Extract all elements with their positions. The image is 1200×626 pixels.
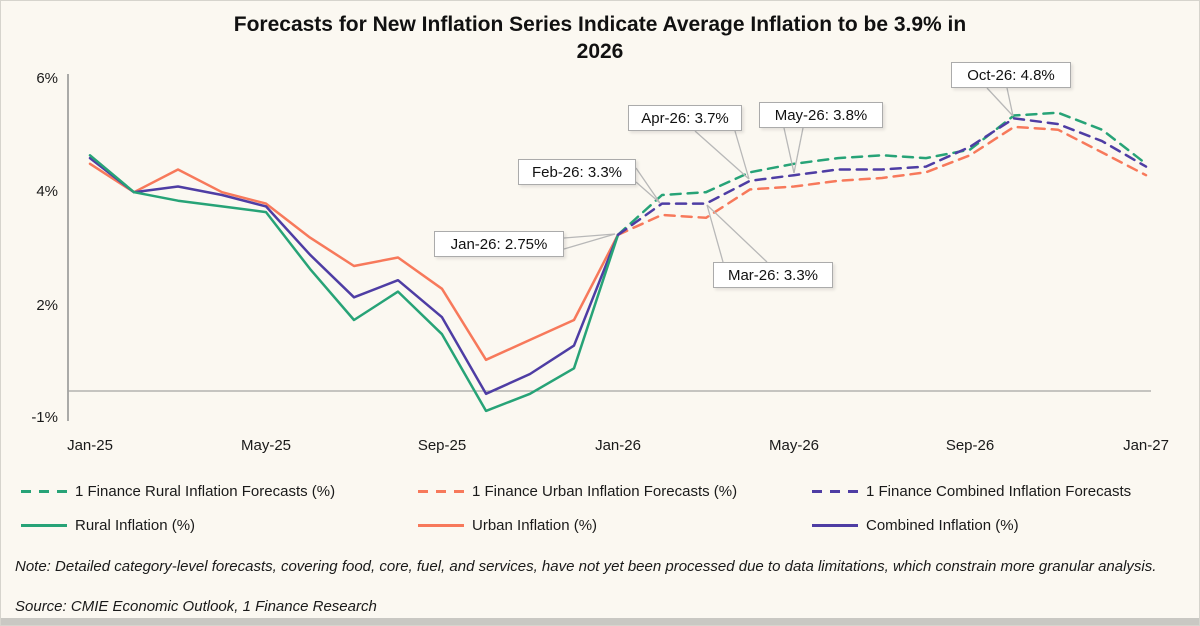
legend-label: 1 Finance Urban Inflation Forecasts (%) [472, 482, 738, 500]
x-tick-label: Sep-26 [946, 437, 994, 454]
dashed-line-swatch [21, 489, 67, 493]
annotation-leader-line [635, 167, 661, 204]
chart-title-line2: 2026 [576, 40, 624, 63]
annotation-callout: Jan-26: 2.75% [434, 231, 564, 257]
x-tick-label: Jan-27 [1123, 437, 1169, 454]
annotation-callout: Feb-26: 3.3% [518, 159, 636, 185]
annotation-leader-line [783, 127, 795, 174]
legend-label: 1 Finance Combined Inflation Forecasts [866, 482, 1132, 500]
series-line-1-finance-urban-inflation-forecasts [616, 125, 1148, 237]
annotation-leader-line [563, 233, 616, 239]
annotation-leader-line [635, 181, 661, 204]
legend-item-1-finance-urban-inflation-forecasts: 1 Finance Urban Inflation Forecasts (%) [418, 480, 737, 502]
annotation-leader-line [793, 127, 804, 174]
source-note: Source: CMIE Economic Outlook, 1 Finance… [15, 598, 377, 615]
series-line-combined-inflation [88, 156, 620, 396]
legend-item-urban-inflation: Urban Inflation (%) [418, 514, 597, 536]
x-tick-label: May-25 [241, 437, 291, 454]
solid-line-swatch [21, 523, 67, 527]
annotation-callout: Apr-26: 3.7% [628, 105, 742, 131]
footnote: Note: Detailed category-level forecasts,… [15, 558, 1157, 575]
y-tick-label: 6% [36, 70, 58, 87]
chart-title-line1: Forecasts for New Inflation Series Indic… [233, 13, 967, 36]
legend-item-rural-inflation: Rural Inflation (%) [21, 514, 195, 536]
y-tick-label: 4% [36, 183, 58, 200]
legend-label: Rural Inflation (%) [75, 516, 196, 534]
series-line-1-finance-combined-inflation-forecasts [616, 117, 1148, 237]
x-tick-label: May-26 [769, 437, 819, 454]
series-line-1-finance-rural-inflation-forecasts [616, 111, 1148, 237]
annotation-leader-line [706, 204, 768, 263]
chart-title: Forecasts for New Inflation Series Indic… [1, 11, 1199, 65]
x-tick-label: Jan-25 [67, 437, 113, 454]
legend-item-1-finance-combined-inflation-forecasts: 1 Finance Combined Inflation Forecasts [812, 480, 1131, 502]
annotation-leader-line [563, 233, 616, 250]
dashed-line-swatch [812, 489, 858, 493]
annotation-leader-line [986, 87, 1014, 117]
annotation-leader-line [734, 130, 750, 180]
window-bottom-strip [1, 618, 1199, 625]
annotation-callout: May-26: 3.8% [759, 102, 883, 128]
x-tick-label: Jan-26 [595, 437, 641, 454]
legend-item-combined-inflation: Combined Inflation (%) [812, 514, 1019, 536]
x-tick-label: Sep-25 [418, 437, 466, 454]
annotation-leader-line [706, 204, 724, 263]
legend-label: 1 Finance Rural Inflation Forecasts (%) [75, 482, 336, 500]
legend-item-1-finance-rural-inflation-forecasts: 1 Finance Rural Inflation Forecasts (%) [21, 480, 335, 502]
series-line-urban-inflation [88, 162, 620, 362]
annotation-leader-line [694, 130, 750, 180]
dashed-line-swatch [418, 489, 464, 493]
solid-line-swatch [812, 523, 858, 527]
annotation-callout: Oct-26: 4.8% [951, 62, 1071, 88]
annotation-callout: Mar-26: 3.3% [713, 262, 833, 288]
legend-label: Combined Inflation (%) [866, 516, 1019, 534]
annotation-leader-line [1006, 87, 1014, 117]
legend-label: Urban Inflation (%) [472, 516, 598, 534]
solid-line-swatch [418, 523, 464, 527]
y-tick-label: -1% [31, 409, 58, 426]
y-tick-label: 2% [36, 297, 58, 314]
series-line-rural-inflation [88, 154, 620, 413]
